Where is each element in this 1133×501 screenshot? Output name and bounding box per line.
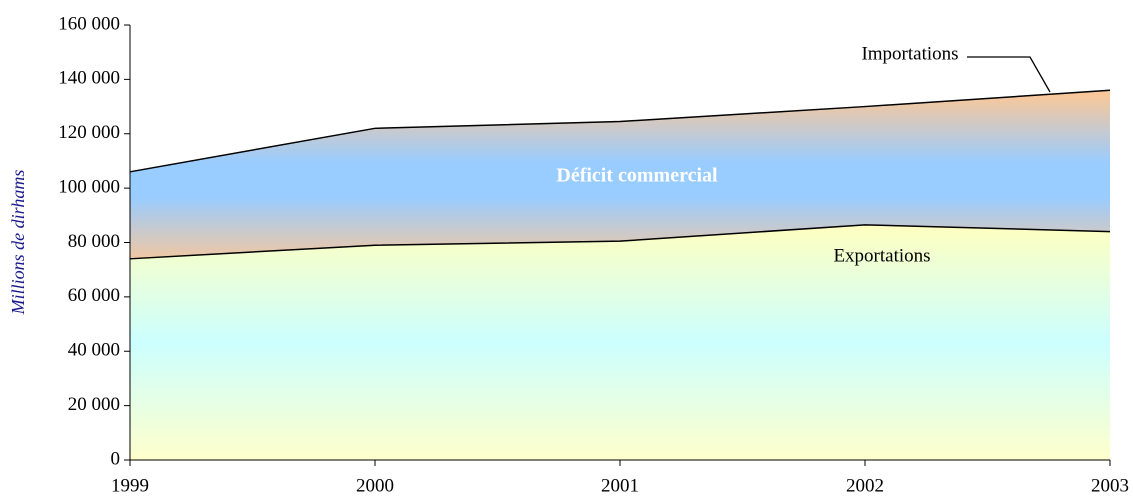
- y-tick-label: 100 000: [58, 176, 120, 197]
- area: [130, 224, 1110, 460]
- x-tick-label: 2003: [1091, 475, 1129, 496]
- line: [129, 89, 1111, 173]
- y-tick-label: 60 000: [68, 285, 120, 306]
- plot-area: [129, 89, 1111, 460]
- y-tick-label: 40 000: [68, 340, 120, 361]
- y-tick-label: 80 000: [68, 231, 120, 252]
- y-tick-label: 140 000: [58, 68, 120, 89]
- annotation: Déficit commercial: [556, 165, 718, 187]
- x-tick-label: 2001: [601, 475, 639, 496]
- y-tick-label: 120 000: [58, 122, 120, 143]
- x-tick-label: 2000: [356, 475, 394, 496]
- y-tick-label: 20 000: [68, 394, 120, 415]
- leader-line: [967, 56, 1051, 93]
- line: [129, 224, 1111, 260]
- series-label: Importations: [861, 43, 958, 64]
- y-tick-label: 0: [111, 448, 121, 469]
- y-axis-label: Millions de dirhams: [8, 170, 28, 316]
- x-tick-label: 1999: [111, 475, 149, 496]
- y-tick-label: 160 000: [58, 13, 120, 34]
- series-label: Exportations: [833, 245, 930, 266]
- x-tick-label: 2002: [846, 475, 884, 496]
